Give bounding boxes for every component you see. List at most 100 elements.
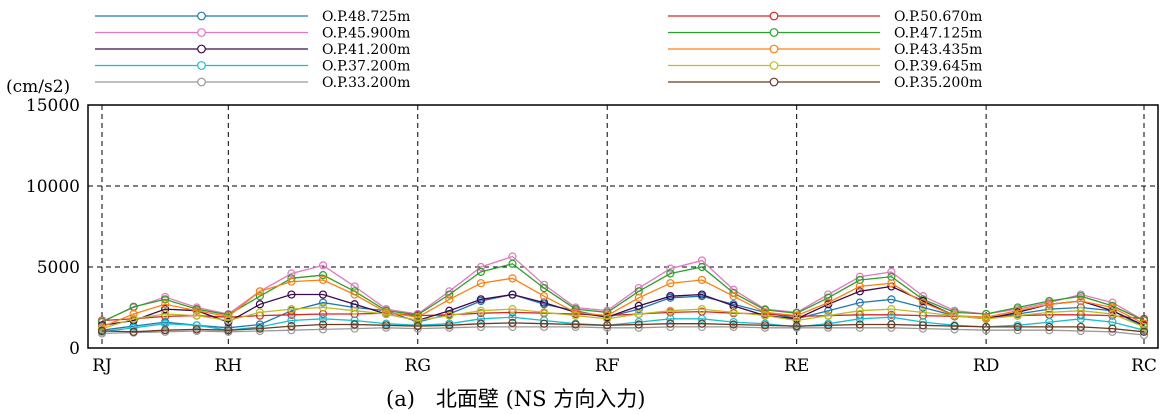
data-point [634, 293, 643, 302]
data-point [445, 311, 454, 320]
data-point [382, 309, 391, 319]
data-point [539, 319, 549, 328]
data-point [571, 311, 580, 320]
data-point [508, 259, 517, 268]
data-point [287, 322, 296, 331]
data-point [666, 306, 675, 315]
data-point [129, 327, 138, 336]
data-point [508, 305, 517, 314]
data-point [1013, 311, 1022, 320]
legend-item: O.P.43.435m [668, 42, 982, 58]
data-point [697, 314, 707, 323]
legend-label: O.P.39.645m [894, 59, 982, 75]
data-point [1045, 322, 1054, 332]
data-point [382, 323, 391, 332]
data-point [476, 279, 486, 288]
data-point [1076, 306, 1085, 315]
y-tick-label: 10000 [26, 177, 80, 197]
legend-marker [769, 77, 779, 87]
legend: O.P.48.725m O.P.50.670m O.P.45.900m O.P.47.… [95, 9, 982, 91]
legend-item: O.P.41.200m [95, 42, 410, 58]
data-point [161, 305, 170, 314]
data-point [697, 319, 707, 328]
data-point [287, 310, 296, 319]
data-point [508, 318, 517, 327]
data-point [729, 317, 738, 327]
data-point [982, 322, 991, 332]
x-tick-label: RJ [92, 356, 112, 376]
legend-item: O.P.47.125m [668, 26, 982, 42]
data-point [445, 295, 454, 304]
data-point [887, 310, 896, 319]
data-point [255, 324, 264, 333]
data-point [824, 321, 833, 330]
data-point [508, 313, 517, 322]
legend-item: O.P.39.645m [668, 59, 982, 75]
data-point [539, 292, 549, 301]
y-tick-label: 5000 [37, 258, 80, 278]
data-point [445, 290, 454, 299]
data-point [634, 320, 643, 329]
data-point [476, 267, 486, 276]
data-point [413, 316, 422, 325]
data-point [350, 290, 359, 299]
legend-marker [769, 44, 779, 54]
legend-label: O.P.33.200m [322, 75, 410, 91]
data-point [729, 322, 738, 332]
series-8 [97, 322, 1149, 340]
data-point [729, 308, 738, 317]
data-point [1076, 292, 1085, 301]
data-point [1013, 322, 1022, 332]
axes: 0 5000 10000 15000 RJ RH RG RF RE RD RC [26, 96, 1159, 376]
data-point [1076, 322, 1085, 332]
data-point [1045, 317, 1054, 327]
data-point [887, 305, 896, 314]
data-point [224, 316, 233, 325]
legend-marker [769, 11, 779, 21]
data-point [318, 275, 328, 285]
data-point [287, 290, 296, 299]
data-point [445, 321, 454, 330]
series-line [101, 326, 1145, 336]
data-point [1076, 296, 1085, 306]
data-point [760, 321, 770, 330]
data-point [318, 290, 328, 299]
data-point [855, 320, 864, 329]
series-lines [97, 252, 1149, 340]
data-point [666, 314, 675, 323]
data-point [1045, 308, 1054, 317]
legend-marker [769, 28, 779, 37]
data-point [476, 262, 486, 272]
data-point [476, 319, 486, 328]
x-tick-label: RH [214, 356, 242, 376]
legend-item: O.P.50.670m [668, 9, 982, 25]
data-point [476, 306, 486, 315]
data-point [255, 287, 264, 296]
data-point [539, 283, 549, 293]
legend-label: O.P.35.200m [894, 75, 982, 91]
data-point [318, 314, 328, 323]
data-point [255, 300, 264, 309]
legend-item: O.P.35.200m [668, 75, 982, 91]
data-point [950, 311, 959, 320]
data-point [350, 320, 359, 329]
data-point [729, 320, 738, 329]
data-point [1108, 309, 1117, 319]
data-point [476, 295, 486, 304]
data-point [318, 320, 328, 329]
data-point [192, 311, 201, 320]
legend-item: O.P.37.200m [95, 59, 410, 75]
series-line [101, 277, 1145, 328]
data-point [255, 292, 264, 301]
legend-label: O.P.45.900m [322, 26, 410, 42]
y-tick-label: 15000 [26, 96, 80, 116]
data-point [918, 308, 928, 317]
data-point [887, 295, 896, 304]
data-point [508, 274, 517, 283]
data-point [97, 326, 107, 336]
data-point [666, 279, 675, 288]
data-point [760, 311, 770, 320]
data-point [855, 282, 864, 291]
data-point [918, 321, 928, 330]
